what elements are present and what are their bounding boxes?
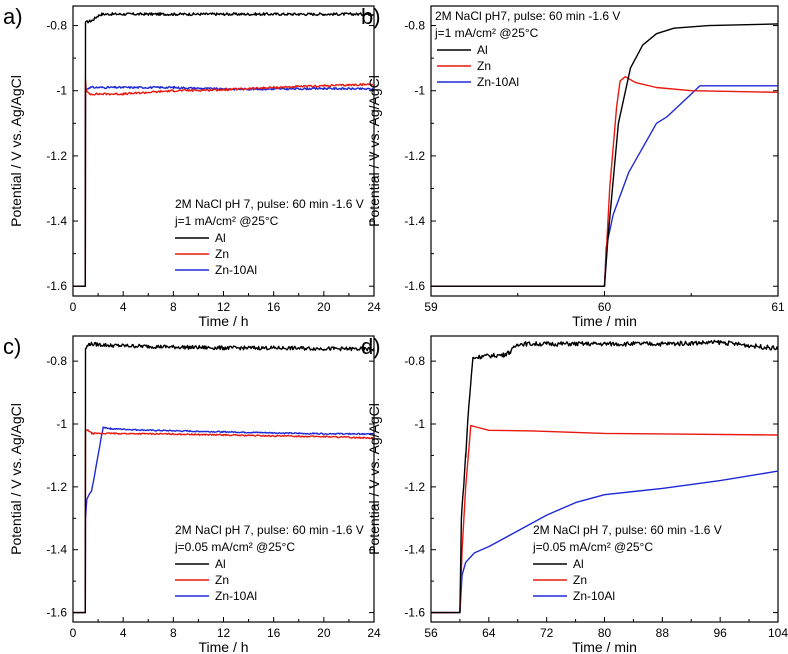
panel-label: c): [3, 334, 21, 359]
y-tick-label: -1.4: [404, 214, 425, 228]
annotation-current-density: j=1 mA/cm² @25°C: [434, 26, 539, 40]
chart-panel-c: c) -1.6 -1.4 -1.2 -1 -0.8 0 4 8 12 16 20 24 Time / h P…: [3, 334, 381, 654]
legend-label: Zn-10Al: [573, 589, 615, 603]
series-line-zn: [431, 76, 778, 287]
y-tick-label: -1.2: [46, 480, 67, 494]
y-tick-label: -1.6: [46, 606, 67, 620]
y-tick-label: -1: [414, 84, 425, 98]
series-line-al: [431, 23, 778, 287]
legend-label: Zn-10Al: [477, 75, 519, 89]
y-tick-label: -0.8: [404, 19, 425, 33]
series-line-zn: [73, 78, 374, 287]
x-tick-label: 60: [598, 300, 612, 314]
x-tick-label: 20: [317, 626, 331, 640]
x-tick-label: 20: [317, 300, 331, 314]
x-axis-label: Time / min: [572, 639, 637, 654]
x-tick-label: 0: [70, 626, 77, 640]
y-tick-label: -1.4: [404, 543, 425, 557]
x-tick-label: 88: [656, 626, 670, 640]
x-tick-label: 64: [482, 626, 496, 640]
x-tick-label: 8: [170, 626, 177, 640]
panel-label: d): [361, 334, 381, 359]
legend-label: Al: [477, 43, 488, 57]
y-tick-label: -1.4: [46, 543, 67, 557]
x-tick-label: 12: [217, 300, 231, 314]
annotation-current-density: j=1 mA/cm² @25°C: [174, 214, 279, 228]
series-line-zn: [431, 424, 778, 614]
panel-label: a): [3, 4, 23, 29]
y-tick-label: -1.2: [404, 480, 425, 494]
series-line-al: [73, 341, 374, 614]
y-axis-label: Potential / V vs. Ag/AgCl: [8, 403, 24, 555]
y-tick-label: -0.8: [46, 354, 67, 368]
x-axis-label: Time / min: [572, 313, 637, 329]
annotation-conditions: 2M NaCl pH 7, pulse: 60 min -1.6 V: [533, 523, 722, 537]
x-tick-label: 4: [120, 626, 127, 640]
annotation-current-density: j=0.05 mA/cm² @25°C: [174, 540, 295, 554]
x-tick-label: 4: [120, 300, 127, 314]
x-tick-label: 0: [70, 300, 77, 314]
x-tick-label: 16: [267, 626, 281, 640]
y-tick-label: -1.4: [46, 214, 67, 228]
x-tick-label: 59: [424, 300, 438, 314]
y-tick-label: -1: [56, 417, 67, 431]
x-axis-label: Time / h: [198, 639, 248, 654]
chart-panel-d: d) -1.6 -1.4 -1.2 -1 -0.8 56 64 72 80 88 96 104 Time …: [361, 334, 788, 654]
x-tick-label: 16: [267, 300, 281, 314]
y-axis-label: Potential / V vs. Ag/AgCl: [8, 75, 24, 227]
x-tick-label: 8: [170, 300, 177, 314]
series-line-zn: [73, 429, 374, 614]
x-tick-label: 80: [598, 626, 612, 640]
series-line-zn-10al: [431, 85, 778, 287]
series-line-zn-10al: [73, 426, 374, 614]
annotation-conditions: 2M NaCl pH7, pulse: 60 min -1.6 V: [435, 9, 620, 23]
x-tick-label: 56: [424, 626, 438, 640]
annotation-conditions: 2M NaCl pH 7, pulse: 60 min -1.6 V: [175, 197, 364, 211]
y-tick-label: -0.8: [46, 19, 67, 33]
series-line-zn-10al: [431, 470, 778, 614]
y-tick-label: -1.2: [46, 149, 67, 163]
panel-label: b): [361, 4, 381, 29]
x-tick-label: 72: [540, 626, 554, 640]
annotation-conditions: 2M NaCl pH 7, pulse: 60 min -1.6 V: [175, 523, 364, 537]
legend-label: Zn: [573, 573, 587, 587]
y-tick-label: -1.6: [404, 279, 425, 293]
y-axis-label: Potential / V vs. Ag/AgCl: [366, 75, 382, 227]
legend-label: Al: [573, 557, 584, 571]
y-axis-label: Potential / V vs. Ag/AgCl: [366, 403, 382, 555]
legend-label: Zn-10Al: [215, 263, 257, 277]
legend-label: Zn: [477, 59, 491, 73]
legend-label: Al: [215, 231, 226, 245]
legend-label: Al: [215, 557, 226, 571]
y-tick-label: -1.6: [46, 279, 67, 293]
x-tick-label: 104: [768, 626, 788, 640]
y-tick-label: -0.8: [404, 354, 425, 368]
x-tick-label: 96: [713, 626, 727, 640]
legend-label: Zn: [215, 247, 229, 261]
y-tick-label: -1: [414, 417, 425, 431]
series-line-al: [73, 12, 374, 287]
legend-label: Zn: [215, 573, 229, 587]
y-tick-label: -1.6: [404, 606, 425, 620]
x-tick-label: 24: [367, 300, 381, 314]
chart-panel-a: a) -1.6 -1.4 -1.2 -1 -0.8 0 4 8 12 16 20 24 Time / h P…: [3, 4, 381, 329]
x-axis-label: Time / h: [198, 313, 248, 329]
y-tick-label: -1.2: [404, 149, 425, 163]
x-tick-label: 12: [217, 626, 231, 640]
y-tick-label: -1: [56, 84, 67, 98]
legend-label: Zn-10Al: [215, 589, 257, 603]
annotation-current-density: j=0.05 mA/cm² @25°C: [532, 540, 653, 554]
x-tick-label: 24: [367, 626, 381, 640]
x-tick-label: 61: [771, 300, 785, 314]
series-line-al: [431, 339, 778, 614]
chart-panel-b: b) -1.6 -1.4 -1.2 -1 -0.8 59 60 61 Time / min Pote…: [361, 4, 785, 329]
